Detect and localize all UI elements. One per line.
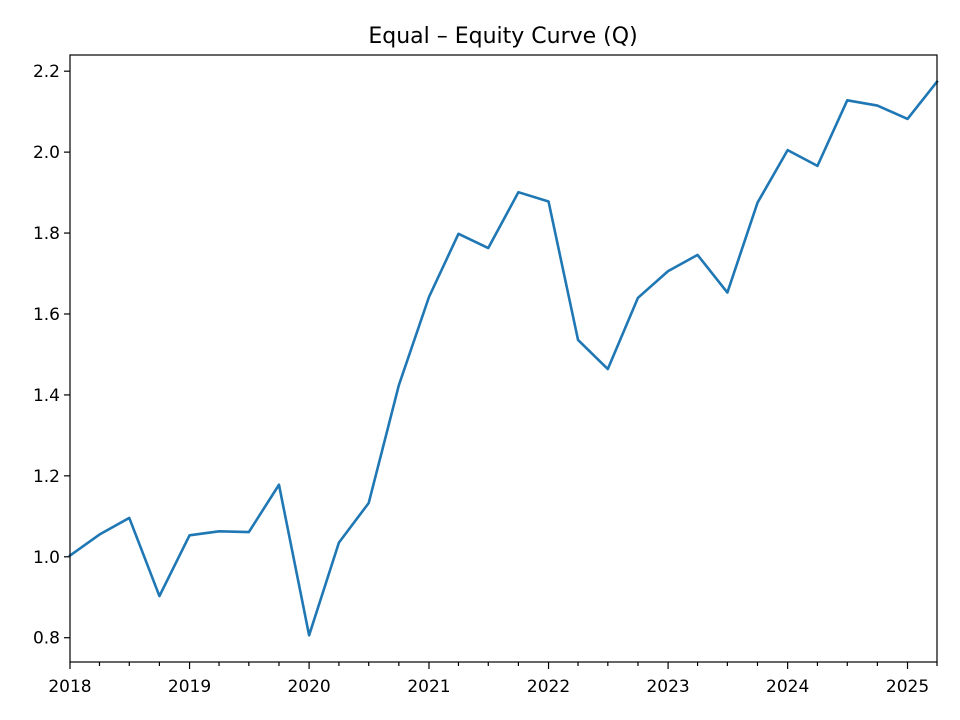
x-tick-label: 2022 [527, 677, 570, 697]
y-tick-label: 2.2 [33, 62, 60, 82]
x-tick-label: 2023 [646, 677, 689, 697]
y-tick-label: 1.6 [33, 305, 60, 325]
y-tick-label: 2.0 [33, 143, 60, 163]
x-tick-label: 2019 [168, 677, 211, 697]
x-tick-label: 2020 [287, 677, 330, 697]
x-tick-label: 2018 [48, 677, 91, 697]
chart-title: Equal – Equity Curve (Q) [368, 24, 637, 49]
x-tick-label: 2021 [407, 677, 450, 697]
x-axis: 2018 2019 2020 2021 2022 2023 2024 2025 [48, 662, 938, 697]
x-tick-label: 2025 [886, 677, 929, 697]
x-tick-label: 2024 [766, 677, 809, 697]
y-axis: 0.8 1.0 1.2 1.4 1.6 1.8 2.0 2.2 [33, 62, 70, 649]
series-layer [68, 79, 939, 637]
y-tick-label: 0.8 [33, 629, 60, 649]
y-tick-label: 1.0 [33, 548, 60, 568]
y-tick-label: 1.2 [33, 467, 60, 487]
y-tick-label: 1.4 [33, 386, 60, 406]
y-tick-label: 1.8 [33, 224, 60, 244]
plot-frame [69, 54, 938, 663]
equity-series-line [68, 79, 939, 637]
